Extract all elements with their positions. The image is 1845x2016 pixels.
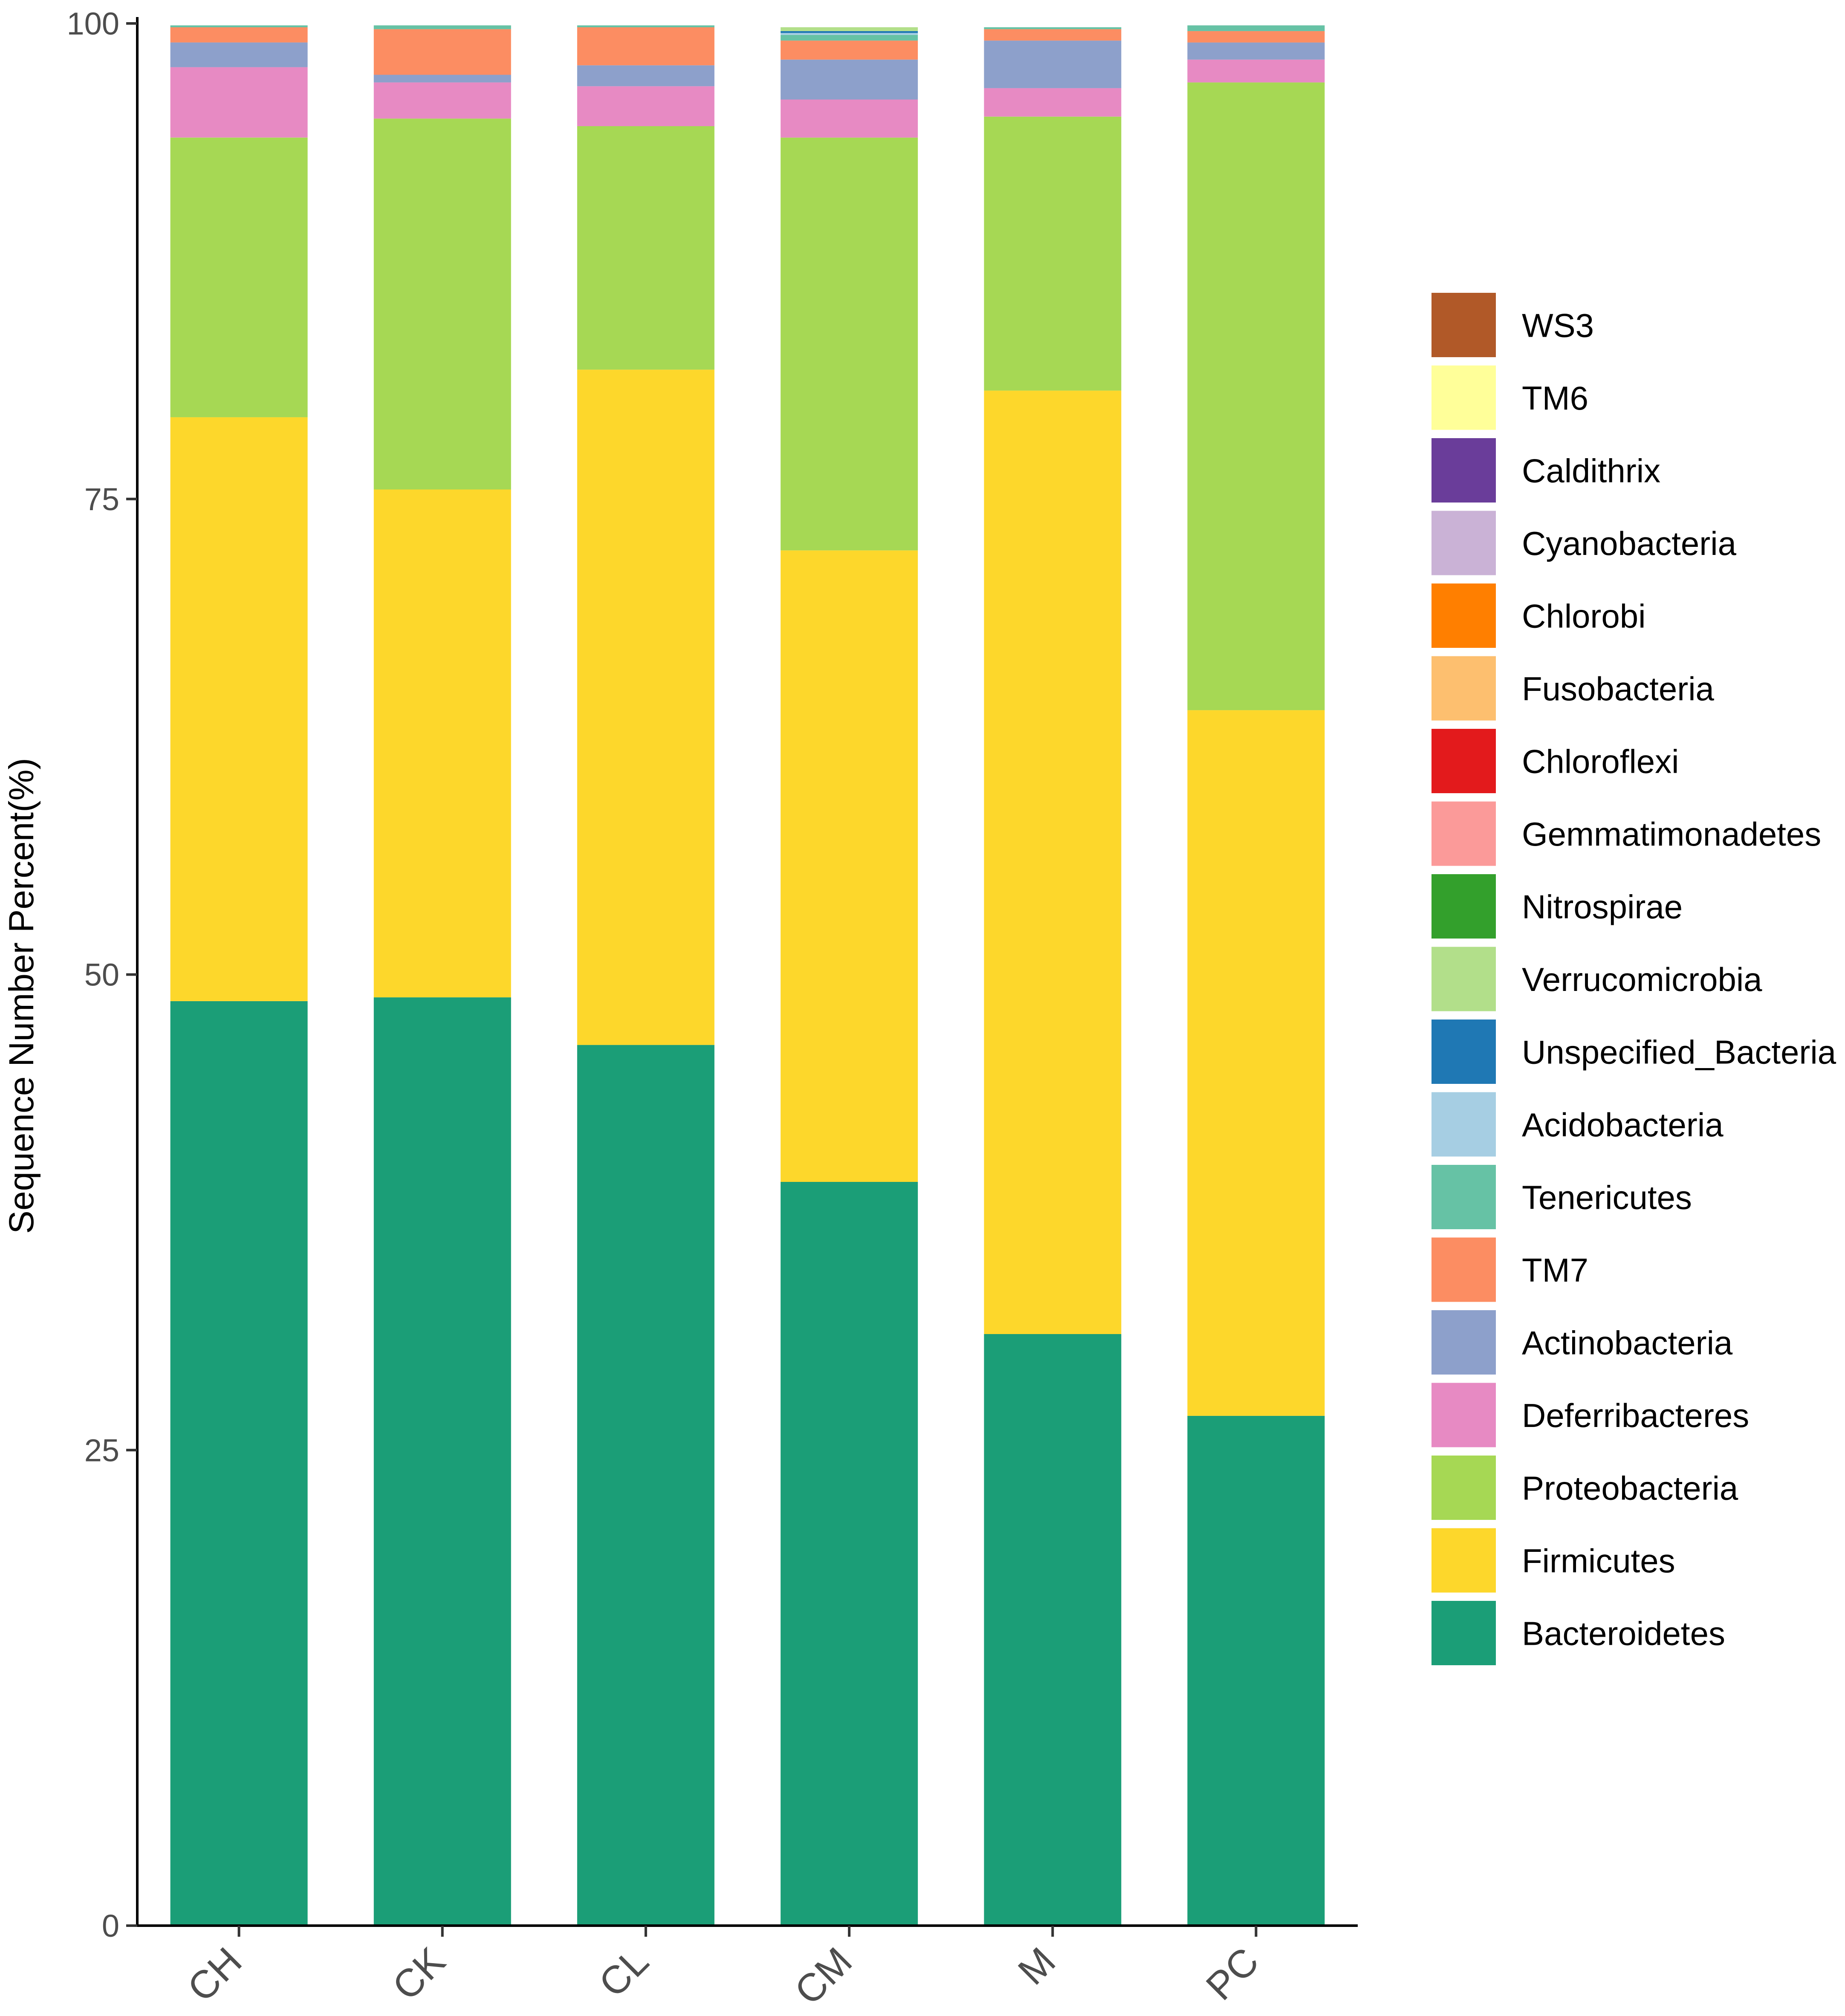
legend-label-acidobacteria: Acidobacteria [1522, 1106, 1724, 1144]
y-axis-title: Sequence Number Percent(%) [2, 758, 41, 1234]
x-tick-label-ch: CH [179, 1939, 250, 2010]
bar-segment-m-proteobacteria [984, 116, 1122, 391]
legend-key-acidobacteria [1430, 1090, 1498, 1158]
legend-key-firmicutes [1430, 1526, 1498, 1594]
legend-key-tm6 [1430, 364, 1498, 432]
bar-segment-pc-actinobacteria [1187, 42, 1325, 60]
bar-segment-cl-proteobacteria [577, 126, 714, 370]
bar-segment-cm-tenericutes [781, 35, 918, 41]
bar-segment-ch-tenericutes [170, 25, 308, 27]
bar-segment-ch-actinobacteria [170, 42, 308, 67]
bar-segment-cm-tm7 [781, 40, 918, 60]
bar-segment-cm-firmicutes [781, 550, 918, 1182]
y-tick-label: 100 [67, 6, 119, 41]
legend-label-unspecified-bacteria: Unspecified_Bacteria [1522, 1034, 1836, 1071]
bar-segment-ch-deferribacteres [170, 67, 308, 138]
bars-layer [170, 25, 1325, 1926]
bar-segment-cm-unspecified-bacteria [781, 31, 918, 33]
bar-segment-m-actinobacteria [984, 40, 1122, 88]
bar-segment-ch-firmicutes [170, 417, 308, 1001]
bar-segment-m-tenericutes [984, 27, 1122, 29]
legend-label-proteobacteria: Proteobacteria [1522, 1470, 1738, 1507]
bar-segment-ch-bacteroidetes [170, 1001, 308, 1926]
legend-label-tm7: TM7 [1522, 1251, 1588, 1289]
legend-key-bacteroidetes [1430, 1599, 1498, 1667]
legend-key-deferribacteres [1430, 1381, 1498, 1449]
bar-segment-cl-tenericutes [577, 25, 714, 27]
legend-key-fusobacteria [1430, 654, 1498, 722]
legend-key-unspecified-bacteria [1430, 1018, 1498, 1086]
legend-label-fusobacteria: Fusobacteria [1522, 670, 1715, 708]
bar-segment-cl-deferribacteres [577, 86, 714, 126]
legend-label-ws3: WS3 [1522, 307, 1594, 344]
bar-segment-ck-actinobacteria [373, 75, 511, 83]
y-tick-label: 50 [84, 957, 119, 993]
legend-key-tenericutes [1430, 1163, 1498, 1231]
x-tick-label-ck: CK [384, 1939, 454, 2009]
bar-segment-cm-actinobacteria [781, 59, 918, 100]
bar-segment-cl-tm7 [577, 27, 714, 66]
legend-key-gemmatimonadetes [1430, 800, 1498, 868]
y-tick-label: 25 [84, 1433, 119, 1468]
bar-segment-ck-tm7 [373, 29, 511, 75]
bar-segment-cm-deferribacteres [781, 99, 918, 138]
legend-label-gemmatimonadetes: Gemmatimonadetes [1522, 815, 1821, 853]
legend-label-tenericutes: Tenericutes [1522, 1179, 1692, 1216]
legend-label-actinobacteria: Actinobacteria [1522, 1324, 1733, 1362]
bar-segment-pc-deferribacteres [1187, 59, 1325, 83]
bar-segment-cm-bacteroidetes [781, 1182, 918, 1926]
legend-label-chloroflexi: Chloroflexi [1522, 743, 1679, 780]
bar-segment-cl-bacteroidetes [577, 1045, 714, 1926]
bar-segment-ch-tm7 [170, 27, 308, 43]
bar-segment-ch-proteobacteria [170, 137, 308, 417]
legend-label-caldithrix: Caldithrix [1522, 452, 1660, 490]
legend-layer: WS3 TM6 Caldithrix Cyanobacteria Chlorobi Fus… [1430, 291, 1836, 1667]
x-tick-label-cl: CL [591, 1939, 657, 2005]
legend-key-ws3 [1430, 291, 1498, 359]
bar-segment-m-firmicutes [984, 390, 1122, 1334]
legend-key-verrucomicrobia [1430, 945, 1498, 1013]
legend-key-chlorobi [1430, 582, 1498, 650]
bar-segment-cm-verrucomicrobia [781, 27, 918, 31]
bar-segment-m-deferribacteres [984, 88, 1122, 117]
legend-label-nitrospirae: Nitrospirae [1522, 888, 1683, 926]
legend-key-cyanobacteria [1430, 509, 1498, 577]
bar-segment-pc-tenericutes [1187, 25, 1325, 31]
bar-segment-ck-proteobacteria [373, 118, 511, 490]
bar-segment-ck-deferribacteres [373, 82, 511, 119]
bar-segment-m-tm7 [984, 29, 1122, 41]
legend-key-proteobacteria [1430, 1454, 1498, 1522]
bar-segment-cl-actinobacteria [577, 65, 714, 87]
bar-segment-m-bacteroidetes [984, 1334, 1122, 1926]
bar-segment-pc-tm7 [1187, 31, 1325, 43]
x-tick-label-m: M [1010, 1939, 1064, 1993]
legend-label-cyanobacteria: Cyanobacteria [1522, 525, 1737, 562]
bar-segment-pc-proteobacteria [1187, 82, 1325, 711]
legend-label-tm6: TM6 [1522, 379, 1588, 417]
legend-label-deferribacteres: Deferribacteres [1522, 1397, 1749, 1434]
legend-label-verrucomicrobia: Verrucomicrobia [1522, 961, 1762, 998]
legend-label-chlorobi: Chlorobi [1522, 598, 1645, 635]
legend-key-actinobacteria [1430, 1308, 1498, 1376]
bar-segment-pc-bacteroidetes [1187, 1415, 1325, 1926]
bar-segment-cl-firmicutes [577, 370, 714, 1045]
y-tick-label: 0 [102, 1908, 119, 1944]
bar-segment-ck-bacteroidetes [373, 997, 511, 1926]
bar-segment-cm-proteobacteria [781, 137, 918, 551]
legend-key-chloroflexi [1430, 727, 1498, 795]
bar-segment-ck-firmicutes [373, 489, 511, 997]
bar-segment-cm-acidobacteria [781, 33, 918, 35]
legend-key-caldithrix [1430, 436, 1498, 504]
bar-segment-pc-firmicutes [1187, 710, 1325, 1416]
y-tick-label: 75 [84, 482, 119, 517]
x-tick-label-cm: CM [787, 1939, 860, 2013]
bar-segment-ck-tenericutes [373, 25, 511, 29]
legend-key-nitrospirae [1430, 872, 1498, 940]
legend-label-firmicutes: Firmicutes [1522, 1542, 1675, 1580]
legend-key-tm7 [1430, 1236, 1498, 1304]
x-tick-label-pc: PC [1198, 1939, 1267, 2009]
legend-label-bacteroidetes: Bacteroidetes [1522, 1615, 1725, 1652]
